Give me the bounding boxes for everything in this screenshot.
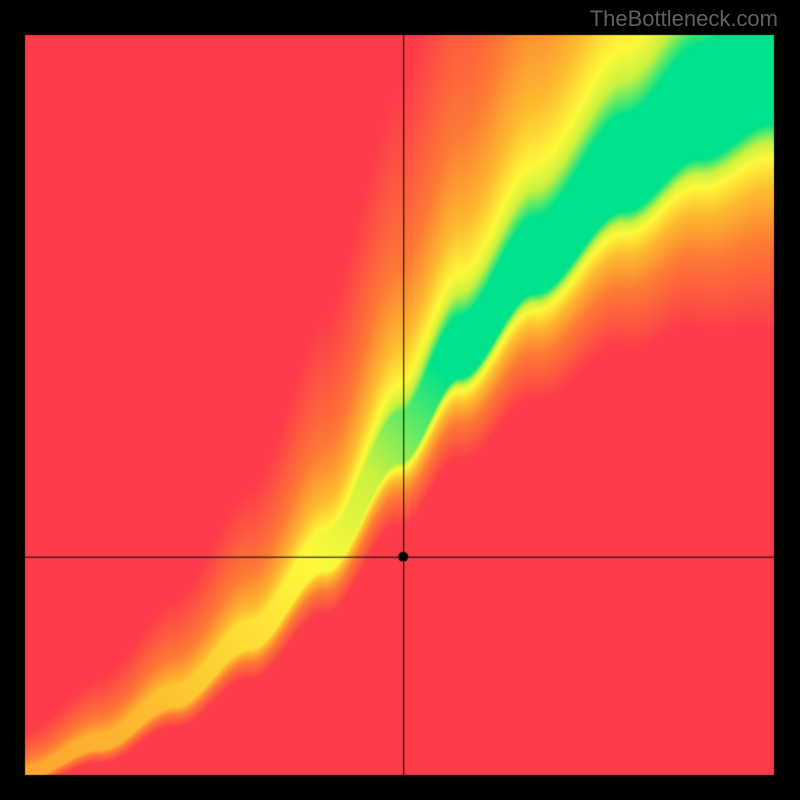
bottleneck-heatmap: [0, 0, 800, 800]
watermark-text: TheBottleneck.com: [590, 6, 778, 32]
chart-container: TheBottleneck.com: [0, 0, 800, 800]
